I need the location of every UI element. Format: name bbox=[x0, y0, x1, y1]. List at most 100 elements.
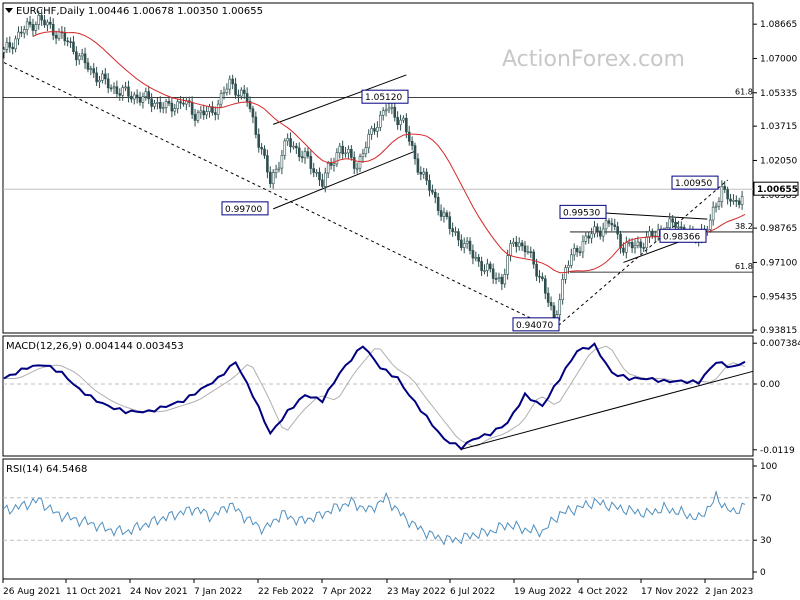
candle-body bbox=[289, 138, 292, 148]
candle-body bbox=[405, 117, 408, 133]
date-tick-label: 17 Nov 2022 bbox=[641, 587, 699, 597]
candle-body bbox=[390, 106, 394, 109]
candle-body bbox=[494, 278, 498, 280]
candle-body bbox=[590, 233, 593, 239]
candle-body bbox=[454, 231, 457, 233]
candle-body bbox=[225, 88, 229, 93]
candle-body bbox=[283, 140, 287, 156]
candle-body bbox=[75, 51, 78, 61]
candle-body bbox=[361, 153, 365, 158]
candle-body bbox=[413, 145, 417, 160]
candle-body bbox=[572, 247, 576, 256]
candle-body bbox=[57, 31, 61, 39]
candle-body bbox=[22, 29, 26, 34]
candle-body bbox=[8, 42, 12, 48]
candle-body bbox=[303, 151, 307, 159]
candle-body bbox=[115, 86, 119, 94]
channel-lower-line bbox=[273, 150, 416, 210]
date-tick-label: 7 Jan 2022 bbox=[194, 587, 242, 597]
candle-body bbox=[656, 229, 660, 237]
candle-body bbox=[723, 186, 727, 190]
price-tick-label: 0.93815 bbox=[760, 326, 797, 336]
candle-body bbox=[642, 247, 645, 249]
candle-body bbox=[503, 274, 507, 285]
candle-body bbox=[587, 235, 590, 239]
candle-body bbox=[419, 172, 423, 175]
candle-body bbox=[370, 128, 373, 135]
candle-body bbox=[182, 102, 185, 105]
price-annotation-label: 0.99530 bbox=[563, 208, 600, 218]
candle-body bbox=[378, 114, 382, 128]
price-annotation-label: 1.05120 bbox=[365, 93, 402, 103]
price-tick-label: 0.97100 bbox=[760, 258, 797, 268]
macd-signal-line bbox=[4, 345, 746, 447]
candle-body bbox=[40, 15, 43, 21]
price-axis: 1.08665 1.07000 1.05335 1.03715 1.02050 1.003… bbox=[753, 20, 799, 336]
date-tick-label: 26 Aug 2021 bbox=[3, 587, 61, 597]
rsi-tick-label: 100 bbox=[760, 462, 777, 472]
triangle-down-icon[interactable] bbox=[5, 8, 13, 13]
candle-body bbox=[451, 228, 454, 233]
candle-body bbox=[161, 107, 165, 109]
price-candles bbox=[2, 9, 744, 326]
candle-body bbox=[480, 261, 483, 271]
candle-body bbox=[462, 243, 466, 248]
candle-body bbox=[159, 102, 162, 109]
candle-body bbox=[49, 21, 52, 25]
candle-body bbox=[83, 53, 87, 64]
candle-body bbox=[196, 112, 200, 121]
price-annotation-box bbox=[512, 317, 560, 332]
current-price-box bbox=[753, 181, 799, 196]
candle-body bbox=[376, 126, 379, 132]
candle-body bbox=[616, 226, 619, 235]
candle-body bbox=[106, 78, 110, 89]
date-tick-label: 6 Jul 2022 bbox=[450, 587, 495, 597]
candle-body bbox=[526, 251, 530, 254]
candle-body bbox=[2, 49, 6, 53]
candle-body bbox=[552, 305, 556, 320]
candle-body bbox=[535, 263, 538, 277]
candle-body bbox=[341, 145, 344, 155]
dashed-trendline-up bbox=[553, 179, 728, 330]
candle-body bbox=[344, 152, 347, 155]
price-annotation-label: 0.99700 bbox=[225, 205, 262, 215]
candle-body bbox=[98, 79, 101, 83]
candle-body bbox=[483, 270, 486, 272]
candle-body bbox=[121, 87, 124, 96]
candle-body bbox=[130, 95, 133, 100]
candle-body bbox=[373, 128, 376, 132]
candle-body bbox=[176, 101, 179, 109]
candle-body bbox=[237, 94, 240, 97]
candle-body bbox=[671, 218, 674, 223]
candle-body bbox=[80, 53, 84, 57]
candle-body bbox=[720, 186, 724, 202]
candle-body bbox=[306, 151, 310, 157]
candle-body bbox=[735, 200, 738, 202]
macd-layer: 0.007384 0.00 -0.0119 bbox=[3, 339, 800, 456]
candle-body bbox=[668, 218, 672, 228]
candle-body bbox=[20, 31, 23, 34]
price-annotation-box bbox=[659, 228, 707, 243]
candle-body bbox=[622, 247, 625, 253]
candle-body bbox=[729, 198, 732, 202]
candle-body bbox=[63, 32, 67, 42]
candle-body bbox=[541, 276, 544, 280]
candle-body bbox=[205, 111, 208, 116]
candle-body bbox=[323, 172, 327, 187]
candle-body bbox=[625, 242, 628, 253]
candle-body bbox=[648, 230, 651, 238]
candle-body bbox=[532, 251, 535, 265]
date-tick-label: 23 May 2022 bbox=[387, 587, 446, 597]
candle-body bbox=[286, 138, 289, 142]
candle-body bbox=[202, 110, 206, 116]
rsi-tick-label: 70 bbox=[760, 494, 772, 504]
candle-body bbox=[570, 254, 573, 266]
candle-body bbox=[512, 241, 515, 245]
macd-title: MACD(12,26,9) 0.004144 0.003453 bbox=[6, 341, 184, 352]
candle-body bbox=[520, 242, 524, 247]
candle-body bbox=[436, 197, 440, 211]
candle-body bbox=[564, 267, 567, 280]
candle-body bbox=[219, 93, 223, 105]
candle-body bbox=[407, 131, 411, 142]
candle-body bbox=[448, 216, 452, 229]
